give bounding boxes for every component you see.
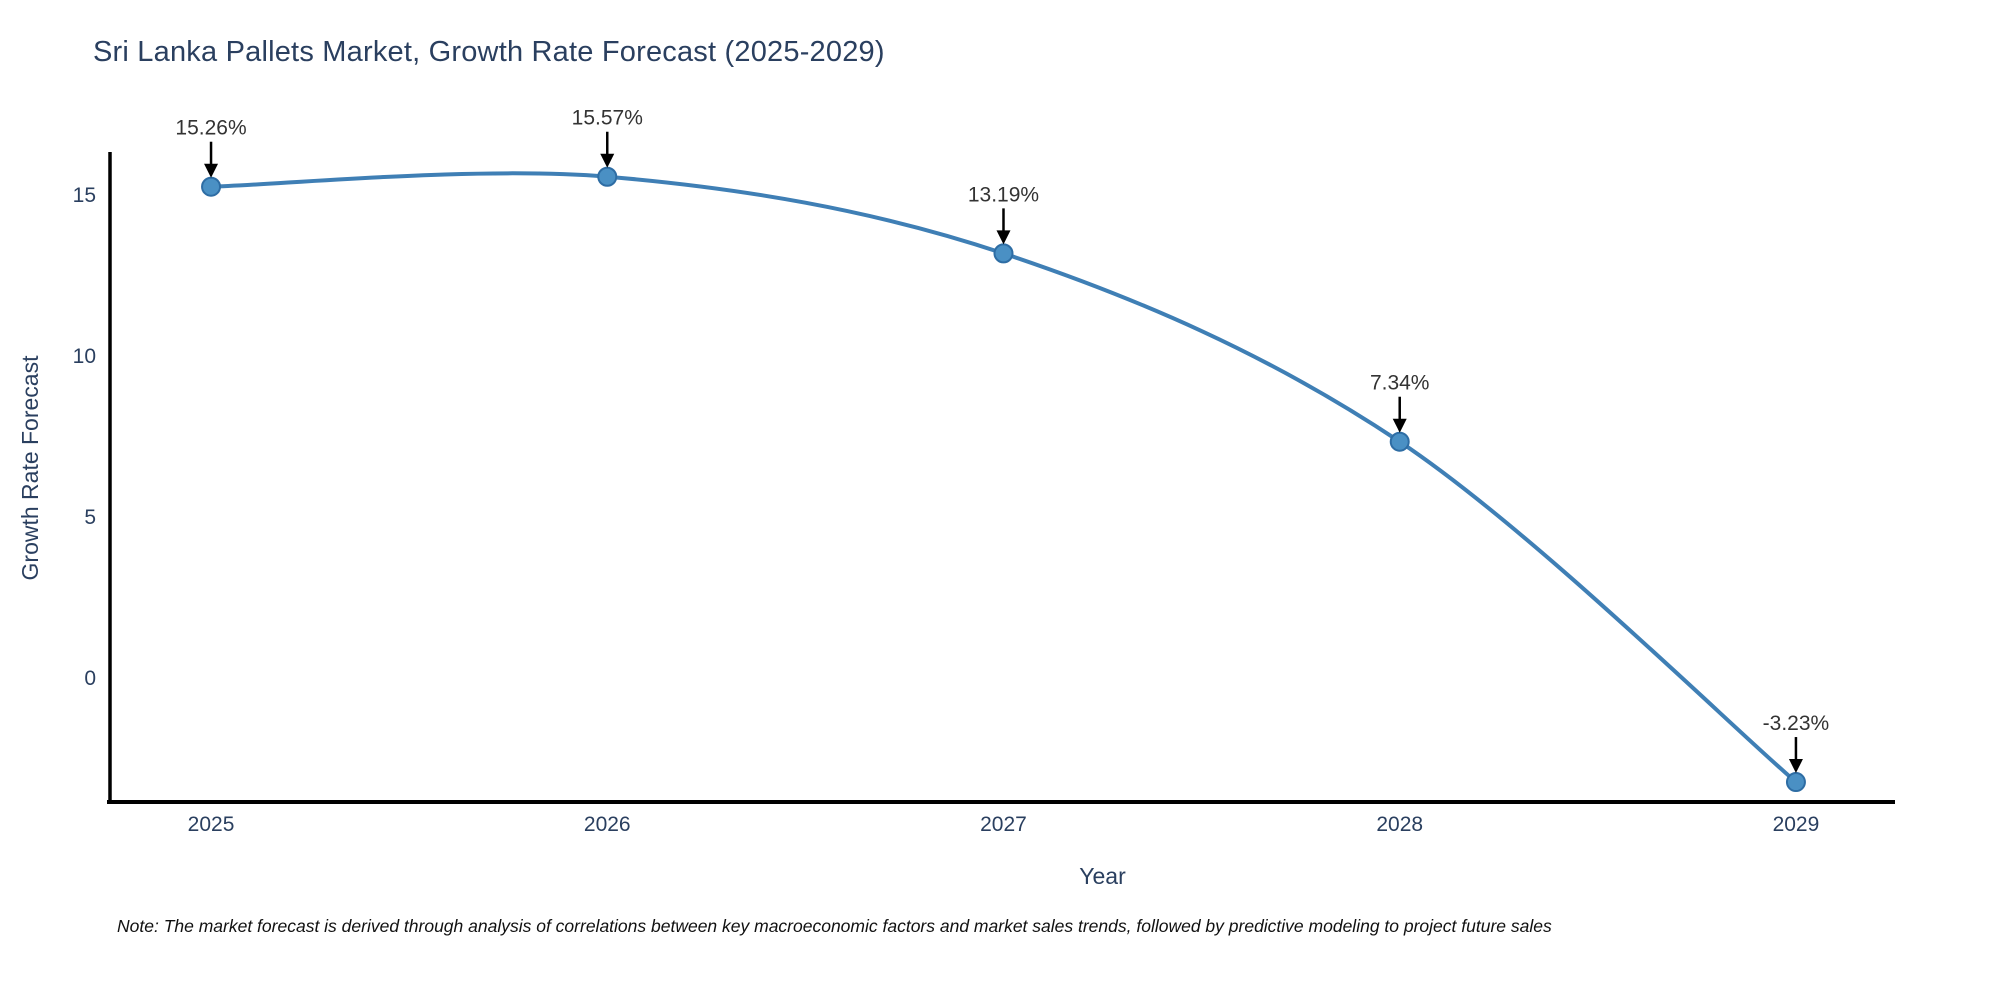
footnote-text: Note: The market forecast is derived thr…: [117, 916, 1552, 936]
point-annotation: 15.57%: [572, 107, 643, 168]
x-tick-label: 2029: [1773, 813, 1820, 836]
x-tick-label: 2028: [1376, 813, 1423, 836]
x-axis-title: Year: [1079, 863, 1126, 889]
annotation-arrowhead-icon: [1392, 418, 1407, 433]
annotation-arrowhead-icon: [996, 230, 1011, 245]
annotation-value-label: 15.26%: [175, 117, 246, 140]
y-tick-label: 5: [84, 506, 96, 529]
chart-title: Sri Lanka Pallets Market, Growth Rate Fo…: [93, 36, 885, 68]
point-annotation: 7.34%: [1370, 372, 1430, 433]
annotation-value-label: 7.34%: [1370, 372, 1430, 395]
y-tick-label: 15: [73, 184, 96, 207]
y-tick-label: 10: [73, 345, 96, 368]
data-point-marker[interactable]: [201, 176, 222, 197]
x-tick-label: 2026: [584, 813, 631, 836]
point-annotation: -3.23%: [1763, 712, 1830, 774]
annotation-arrowhead-icon: [1788, 759, 1803, 774]
point-annotation: 13.19%: [968, 183, 1039, 245]
annotation-arrowhead-icon: [600, 153, 615, 168]
y-axis-title: Growth Rate Forecast: [17, 355, 43, 581]
x-tick-label: 2025: [188, 813, 235, 836]
annotation-value-label: 13.19%: [968, 183, 1039, 206]
annotation-value-label: -3.23%: [1763, 712, 1830, 735]
x-tick-label: 2027: [980, 813, 1027, 836]
data-point-marker[interactable]: [1785, 772, 1806, 793]
point-annotation: 15.26%: [175, 117, 247, 178]
data-point-marker[interactable]: [1389, 431, 1410, 452]
annotation-arrowhead-icon: [204, 163, 219, 178]
y-tick-label: 0: [84, 667, 96, 690]
data-point-marker[interactable]: [993, 243, 1014, 264]
forecast-line-series: [209, 171, 1798, 784]
annotation-value-label: 15.57%: [572, 107, 643, 130]
data-point-marker[interactable]: [597, 166, 618, 187]
